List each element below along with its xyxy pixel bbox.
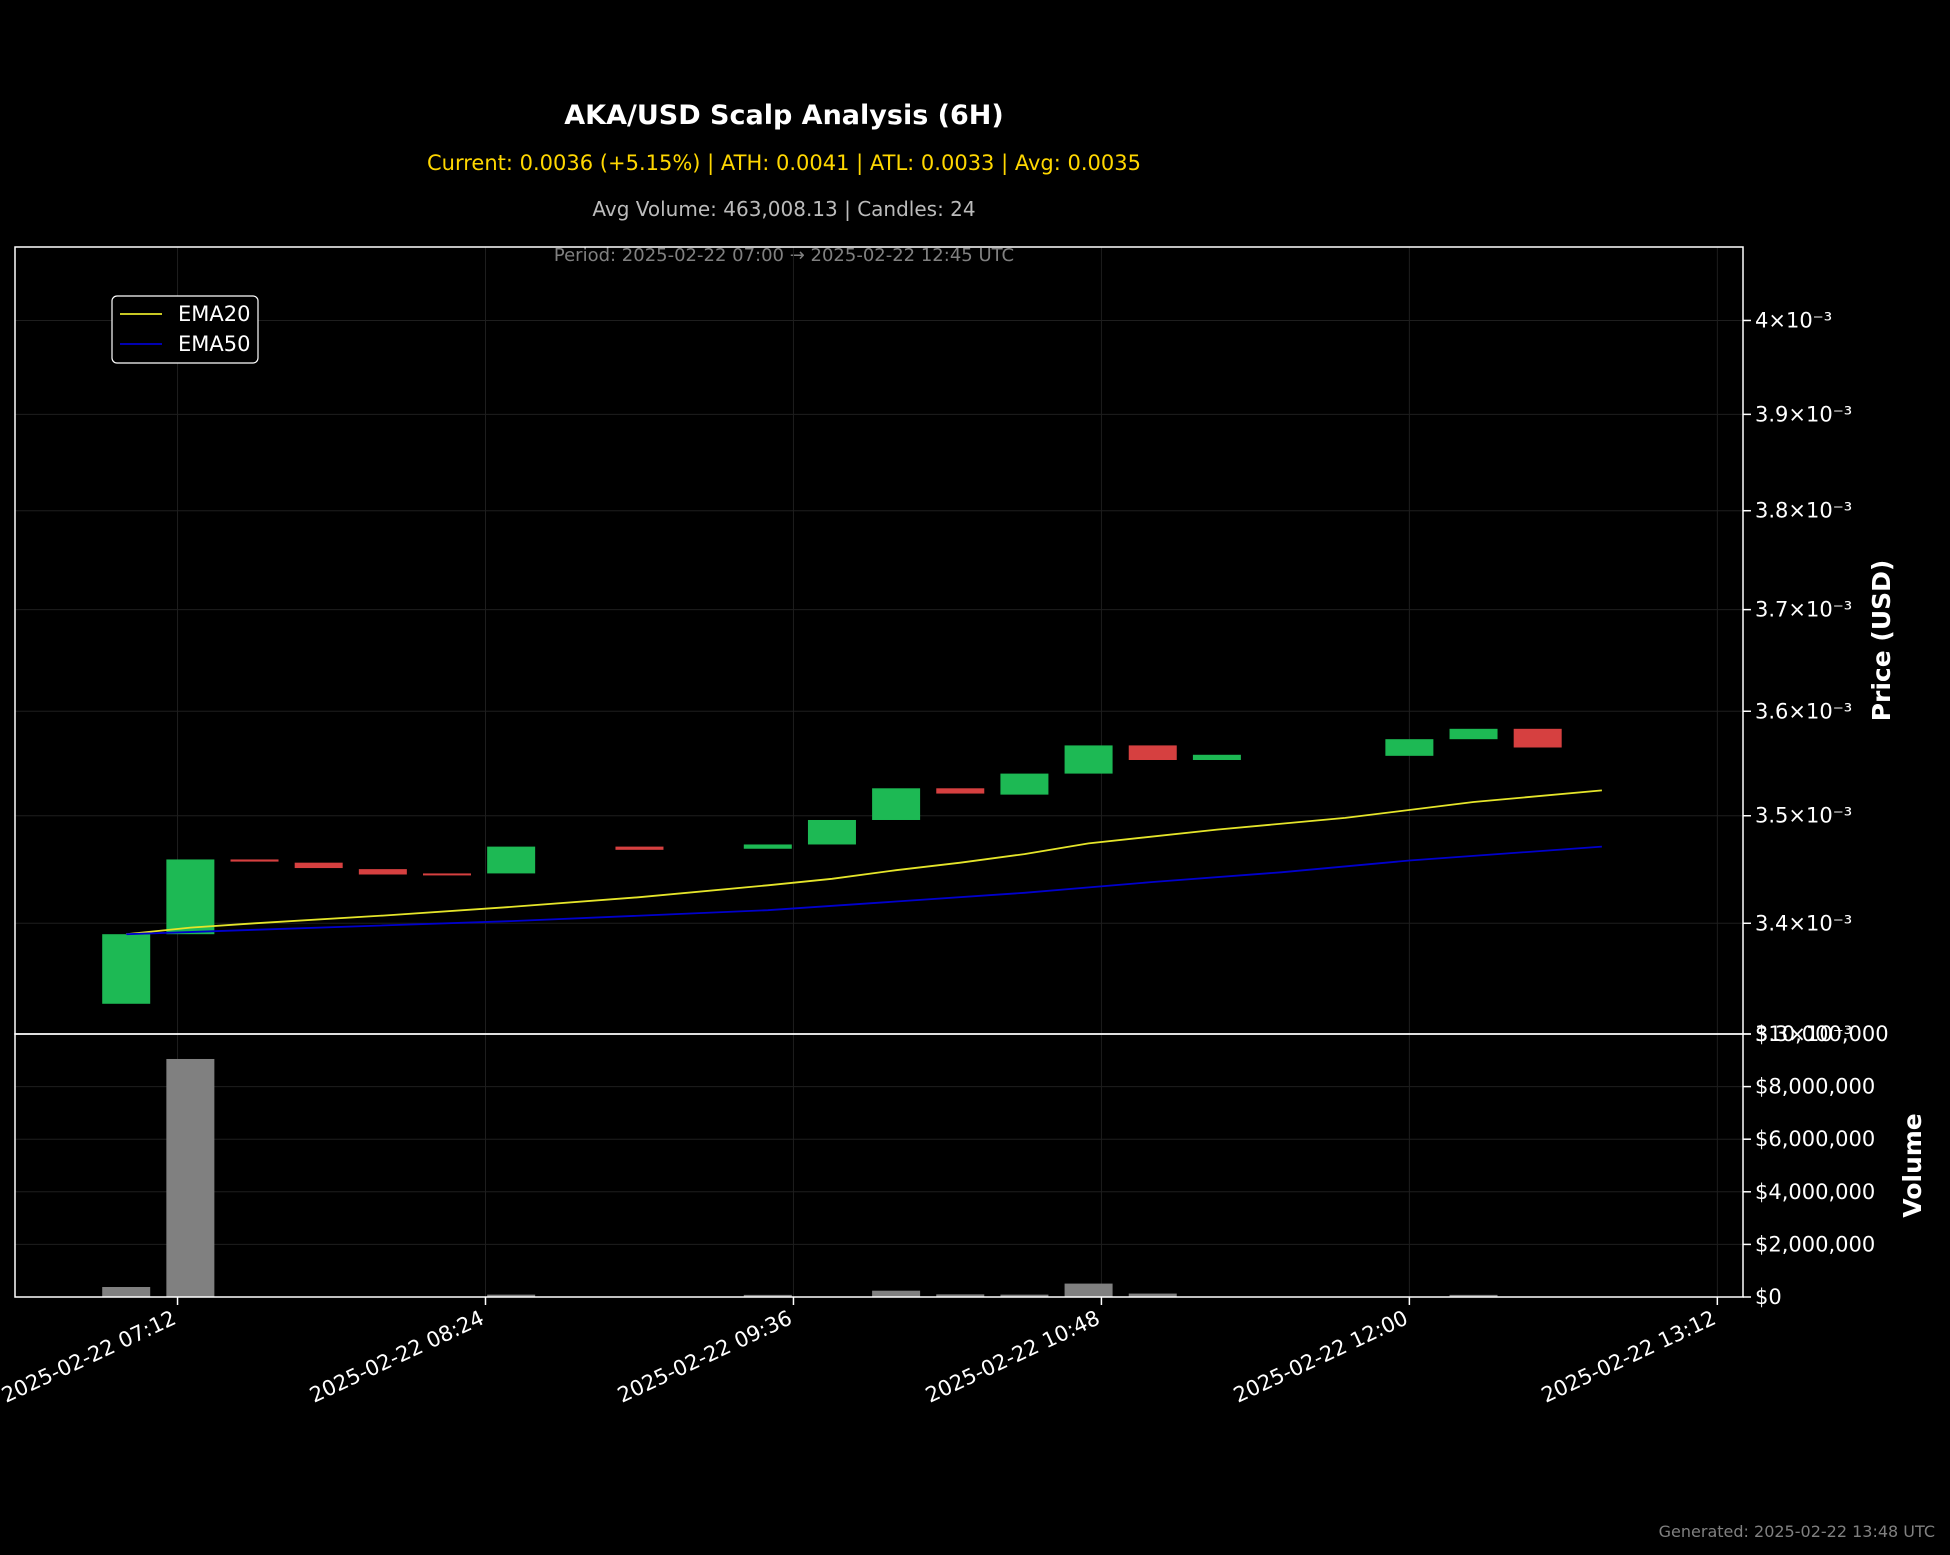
price-tick-label: 4×10⁻³	[1755, 308, 1832, 332]
volume-panel-frame	[14, 1033, 1744, 1298]
volume-stats: Avg Volume: 463,008.13 | Candles: 24	[592, 197, 976, 221]
volume-tick-label: $10,000,000	[1755, 1022, 1889, 1046]
volume-bar	[1064, 1283, 1113, 1297]
x-tick-label: 2025-02-22 08:24	[306, 1306, 488, 1408]
ema50-legend-label[interactable]: EMA50	[178, 332, 250, 356]
candle-up	[743, 844, 792, 849]
candle-up	[1064, 745, 1113, 774]
candles	[102, 728, 1562, 1004]
price-tick-label: 3.3×10⁻³	[1755, 1022, 1852, 1046]
volume-tick-label: $8,000,000	[1755, 1075, 1875, 1099]
volume-tick-label: $4,000,000	[1755, 1180, 1875, 1204]
volume-bar	[487, 1294, 536, 1297]
volume-bar	[936, 1294, 985, 1297]
price-axis-label: Price (USD)	[1867, 560, 1896, 722]
candle-down	[936, 788, 985, 794]
volume-tick-label: $0	[1755, 1285, 1782, 1309]
price-tick-label: 3.7×10⁻³	[1755, 598, 1852, 622]
candle-up	[1449, 728, 1498, 740]
volume-bar	[102, 1287, 151, 1297]
candle-down	[294, 862, 343, 869]
volume-axis-label: Volume	[1898, 1113, 1927, 1218]
period-label: Period: 2025-02-22 07:00 → 2025-02-22 12…	[553, 245, 1015, 266]
price-axis: 3.3×10⁻³ 3.4×10⁻³ 3.5×10⁻³ 3.6×10⁻³ 3.7×10⁻³…	[1743, 308, 1852, 1046]
price-grid	[15, 247, 1743, 1035]
volume-bar	[1000, 1294, 1049, 1297]
candle-down	[615, 846, 664, 850]
ema20-legend-label[interactable]: EMA20	[178, 302, 250, 326]
legend-box	[111, 295, 259, 364]
price-tick-label: 3.4×10⁻³	[1755, 911, 1852, 935]
candle-down	[358, 869, 407, 875]
candle-up	[166, 859, 215, 935]
x-tick-label: 2025-02-22 10:48	[922, 1306, 1104, 1408]
ema50-line	[126, 845, 1602, 936]
time-axis: 2025-02-22 07:12 2025-02-22 08:24 2025-02-…	[0, 1297, 1719, 1408]
volume-bar	[1128, 1293, 1177, 1297]
candle-up	[872, 788, 921, 820]
ema-lines	[126, 789, 1602, 936]
candle-down	[423, 873, 471, 876]
candle-down	[1513, 728, 1562, 748]
chart-subtitle: Current: 0.0036 (+5.15%) | ATH: 0.0041 |…	[427, 151, 1141, 175]
price-tick-label: 3.6×10⁻³	[1755, 699, 1852, 723]
x-tick-label: 2025-02-22 09:36	[614, 1306, 796, 1408]
legend[interactable]: EMA20 EMA50	[111, 295, 259, 364]
ema20-line	[126, 789, 1602, 936]
volume-tick-label: $2,000,000	[1755, 1232, 1875, 1256]
volume-bar	[743, 1294, 792, 1297]
candle-up	[487, 846, 536, 874]
x-tick-label: 2025-02-22 12:00	[1230, 1306, 1412, 1408]
x-tick-label: 2025-02-22 13:12	[1538, 1306, 1720, 1408]
volume-bar	[872, 1290, 921, 1297]
candle-up	[1000, 773, 1049, 795]
candle-up	[807, 819, 856, 845]
candle-down	[1128, 745, 1177, 761]
candle-up	[102, 934, 151, 1004]
volume-tick-label: $6,000,000	[1755, 1127, 1875, 1151]
x-tick-label: 2025-02-22 07:12	[0, 1306, 180, 1408]
price-tick-label: 3.5×10⁻³	[1755, 804, 1852, 828]
volume-axis: $0 $2,000,000 $4,000,000 $6,000,000 $8,000,0…	[1743, 1022, 1889, 1309]
volume-grid	[15, 1033, 1743, 1298]
chart-title: AKA/USD Scalp Analysis (6H)	[564, 100, 1004, 131]
volume-bars	[102, 1058, 1498, 1297]
price-tick-label: 3.9×10⁻³	[1755, 402, 1852, 426]
price-panel-frame	[14, 246, 1744, 1035]
volume-bar	[166, 1058, 215, 1297]
candle-down	[230, 859, 279, 862]
generated-timestamp: Generated: 2025-02-22 13:48 UTC	[1658, 1522, 1935, 1541]
candle-up	[1385, 739, 1434, 756]
candle-up	[1192, 754, 1241, 761]
price-tick-label: 3.8×10⁻³	[1755, 499, 1852, 523]
volume-bar	[1449, 1294, 1498, 1297]
